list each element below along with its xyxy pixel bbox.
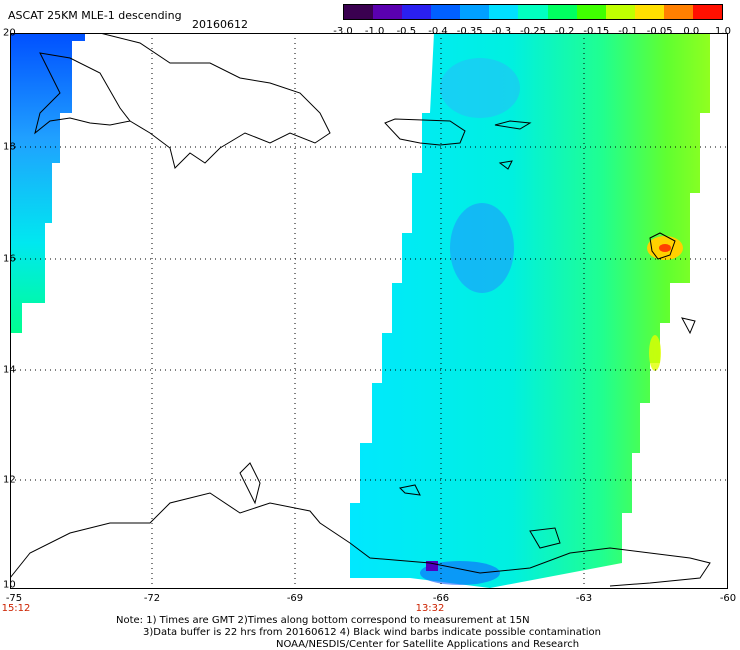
main-swath [350,33,710,588]
colorbar-segment [692,5,723,19]
lat-label-12: 12 [3,474,16,486]
colorbar-label: -3.0 [333,26,353,37]
lon-label-75: -75 [5,593,23,604]
colorbar-segment [344,5,374,19]
colorbar-label: -0.15 [583,26,610,37]
colorbar-segment [431,5,461,19]
colorbar-label: -0.05 [646,26,673,37]
lon-label-66: -66 [432,593,450,604]
colorbar-label: -0.2 [554,26,575,37]
pass-time-left: 15:12 [1,603,31,614]
colorbar-label: -0.4 [428,26,448,37]
colorbar [343,4,723,20]
colorbar-segment [460,5,490,19]
pass-time-main: 13:32 [415,603,445,614]
lat-label-14: 14 [3,364,16,376]
colorbar-label: 0.0 [683,26,700,37]
lon-label-69: -69 [286,593,304,604]
lat-label-10: 10 [3,579,16,591]
colorbar-label: -1.0 [364,26,385,37]
colorbar-segment [663,5,693,19]
colorbar-label: -0.1 [618,26,638,37]
colorbar-segment [547,5,577,19]
colorbar-label: 1.0 [715,26,731,37]
map-date: 20160612 [192,18,248,31]
note-line-2: 3)Data buffer is 22 hrs from 20160612 4)… [143,627,601,638]
colorbar-label: -0.25 [520,26,546,37]
lon-label-60: -60 [719,593,737,604]
colorbar-segment [634,5,664,19]
colorbar-label: -0.35 [456,26,483,37]
lat-label-20: 20 [3,27,16,39]
swath-map [10,33,728,589]
lat-label-18: 18 [3,141,16,153]
lat-label-16: 16 [3,253,16,265]
lon-label-72: -72 [143,593,161,604]
colorbar-label: -0.3 [491,26,512,37]
left-swath [10,33,85,333]
map-title: ASCAT 25KM MLE-1 descending [8,9,182,22]
colorbar-segment [605,5,635,19]
note-line-3: NOAA/NESDIS/Center for Satellite Applica… [276,639,580,650]
colorbar-segment [576,5,606,19]
note-line-1: Note: 1) Times are GMT 2)Times along bot… [116,615,530,626]
colorbar-segment [373,5,403,19]
colorbar-segment [518,5,548,19]
colorbar-label: -0.5 [396,26,417,37]
lon-label-63: -63 [575,593,593,604]
colorbar-segment [489,5,519,19]
coastlines [10,33,711,587]
colorbar-segment [402,5,432,19]
